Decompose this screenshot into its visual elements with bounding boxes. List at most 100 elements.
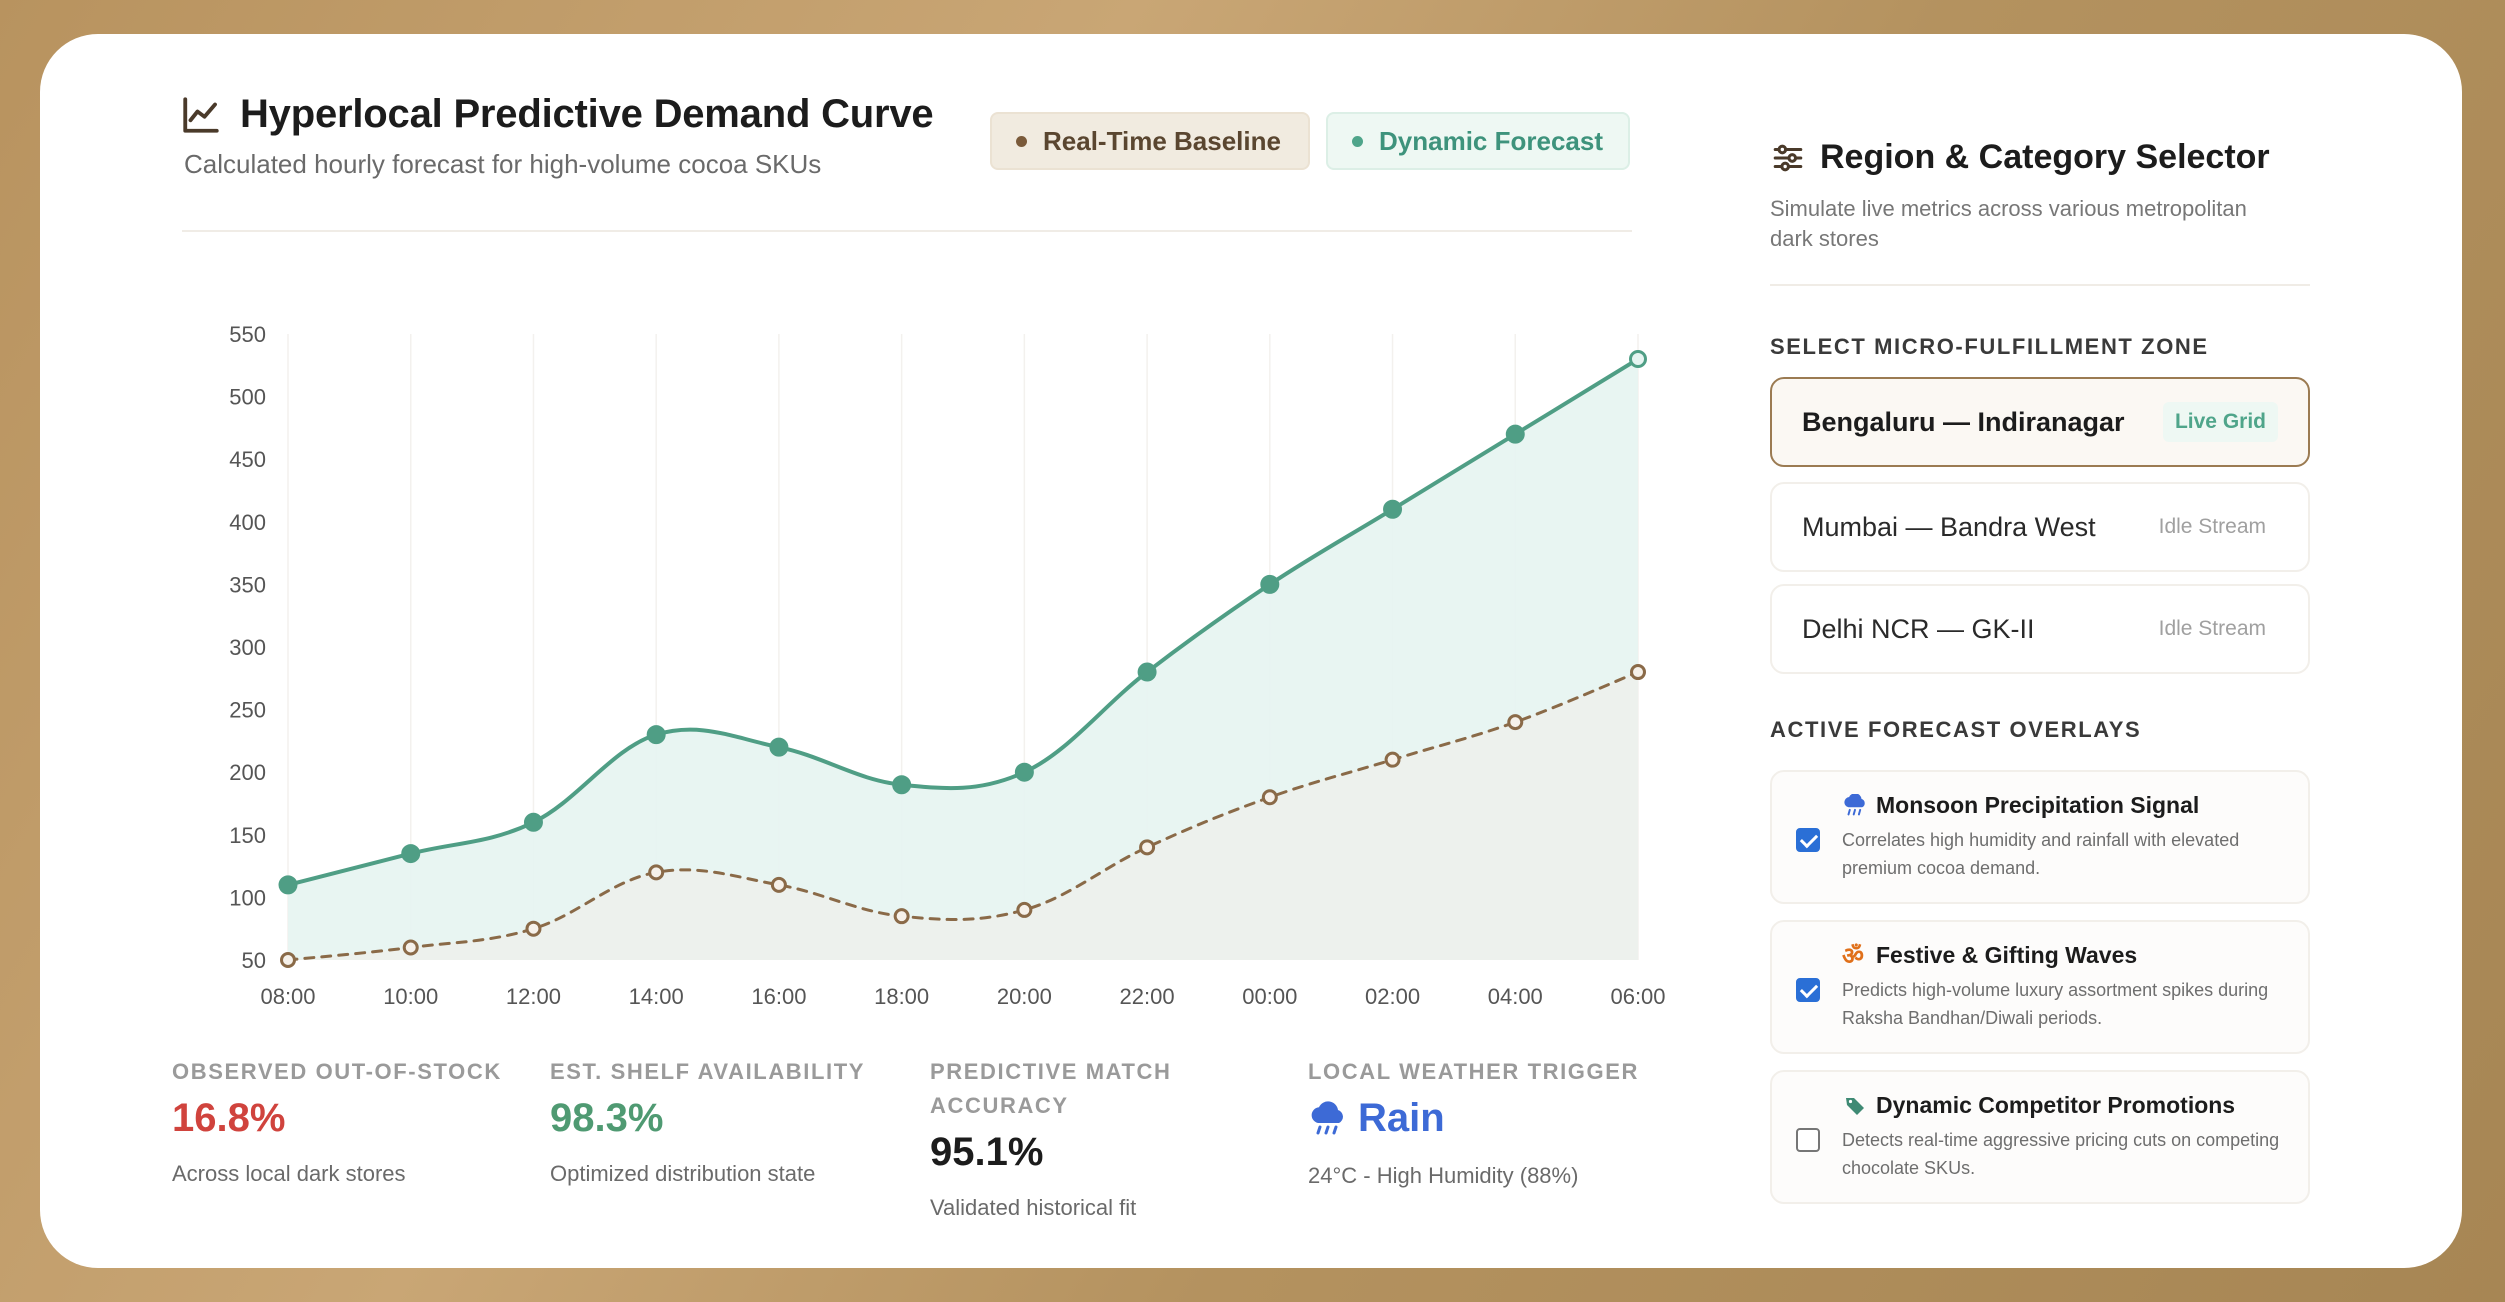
baseline-point (1016, 901, 1033, 918)
baseline-area (288, 672, 1638, 960)
forecast-point (1137, 662, 1157, 682)
baseline-point (893, 908, 910, 925)
x-tick-label: 04:00 (1488, 984, 1543, 1009)
selector-divider (1770, 284, 2310, 286)
overlay-title: Dynamic Competitor Promotions (1876, 1092, 2236, 1118)
demand-chart: 50 100 150 200 250 300 350 400 450 500 550 08:00 10:… (229, 322, 1665, 1009)
header-divider (182, 230, 1632, 232)
forecast-dot-icon (1352, 135, 1363, 147)
forecast-point (1629, 350, 1647, 369)
zone-name: Delhi NCR — GK-II (1802, 613, 2035, 644)
baseline-point (648, 864, 665, 881)
overlay-description: Detects real-time aggressive pricing cut… (1842, 1130, 2280, 1178)
metric-note: 24°C - High Humidity (88%) (1308, 1163, 1579, 1188)
baseline-dot-icon (1016, 135, 1027, 147)
overlay-checkbox[interactable] (1796, 828, 1820, 852)
legend-forecast-toggle[interactable]: Dynamic Forecast (1326, 112, 1630, 170)
y-tick-label: 150 (229, 823, 266, 848)
x-tick-label: 00:00 (1242, 984, 1297, 1009)
chart-subtitle: Calculated hourly forecast for high-volu… (184, 149, 822, 179)
overlay-festive[interactable]: ॐ Festive & Gifting Waves Predicts high-… (1770, 920, 2310, 1054)
y-tick-label: 200 (229, 760, 266, 785)
overlay-description: Correlates high humidity and rainfall wi… (1842, 830, 2240, 878)
overlay-competitor[interactable]: Dynamic Competitor Promotions Detects re… (1770, 1070, 2310, 1204)
chart-header: Hyperlocal Predictive Demand Curve Calcu… (180, 92, 1680, 180)
baseline-point (280, 952, 296, 968)
overlay-title: Festive & Gifting Waves (1876, 942, 2138, 968)
forecast-point (1505, 424, 1525, 444)
forecast-point (1014, 762, 1034, 782)
dashboard-card: Hyperlocal Predictive Demand Curve Calcu… (40, 34, 2462, 1268)
y-tick-label: 450 (229, 447, 266, 472)
zone-option-delhi[interactable]: Delhi NCR — GK-II Idle Stream (1770, 584, 2310, 674)
line-chart-icon (183, 96, 219, 133)
baseline-point (402, 939, 419, 956)
zone-option-bengaluru[interactable]: Bengaluru — Indiranagar Live Grid (1770, 377, 2310, 467)
y-tick-label: 100 (229, 885, 266, 910)
overlay-monsoon[interactable]: Monsoon Precipitation Signal Correlates … (1770, 770, 2310, 904)
x-tick-label: 08:00 (260, 984, 315, 1009)
zone-section-label: SELECT MICRO-FULFILLMENT ZONE (1770, 334, 2209, 359)
x-tick-label: 22:00 (1120, 984, 1175, 1009)
zone-option-mumbai[interactable]: Mumbai — Bandra West Idle Stream (1770, 482, 2310, 572)
y-tick-label: 500 (229, 385, 266, 410)
y-tick-label: 550 (229, 322, 266, 347)
y-tick-label: 300 (229, 635, 266, 660)
baseline-point (1630, 664, 1646, 681)
y-tick-label: 400 (229, 510, 266, 535)
zone-status-badge: Idle Stream (2158, 515, 2266, 538)
baseline-point (525, 920, 542, 937)
x-tick-label: 06:00 (1610, 984, 1665, 1009)
x-tick-label: 12:00 (506, 984, 561, 1009)
overlay-description: Predicts high-volume luxury assortment s… (1842, 980, 2269, 1028)
overlay-checkbox[interactable] (1796, 978, 1820, 1002)
baseline-point (1139, 839, 1156, 856)
metric-note: Validated historical fit (930, 1195, 1137, 1220)
metric-label: OBSERVED OUT-OF-STOCK (172, 1059, 502, 1084)
x-tick-label: 16:00 (751, 984, 806, 1009)
metric-value: 16.8% (172, 1096, 286, 1140)
weather-value: Rain (1358, 1096, 1445, 1140)
x-tick-label: 14:00 (629, 984, 684, 1009)
overlay-checkbox[interactable] (1796, 1128, 1820, 1152)
metric-label: LOCAL WEATHER TRIGGER (1308, 1059, 1639, 1084)
rain-cloud-icon (1311, 1100, 1343, 1134)
metric-label-line2: ACCURACY (930, 1093, 1069, 1118)
forecast-point (1383, 499, 1403, 519)
y-tick-label: 50 (242, 948, 266, 973)
metric-value: 95.1% (930, 1130, 1044, 1174)
selector-header: Region & Category Selector (1770, 138, 2310, 177)
metric-predictive-accuracy: PREDICTIVE MATCH ACCURACY 95.1% Validate… (930, 1054, 1172, 1221)
rain-cloud-icon (1844, 793, 1865, 815)
metric-out-of-stock: OBSERVED OUT-OF-STOCK 16.8% Across local… (172, 1054, 502, 1187)
sliders-icon (1773, 144, 1803, 171)
forecast-point (401, 844, 421, 864)
legend-baseline-toggle[interactable]: Real-Time Baseline (990, 112, 1310, 170)
x-tick-label: 20:00 (997, 984, 1052, 1009)
weather-value-row: Rain (1308, 1096, 1639, 1141)
metric-note: Across local dark stores (172, 1161, 406, 1186)
selector-title: Region & Category Selector (1820, 138, 2270, 176)
zone-status-badge: Live Grid (2162, 402, 2278, 442)
selector-subtitle-line2: dark stores (1770, 226, 1879, 251)
metric-weather-trigger: LOCAL WEATHER TRIGGER Rain 24°C - High H… (1308, 1054, 1639, 1189)
x-tick-label: 02:00 (1365, 984, 1420, 1009)
forecast-point (646, 725, 666, 745)
legend-baseline-label: Real-Time Baseline (1043, 125, 1281, 156)
y-tick-label: 250 (229, 698, 266, 723)
zone-name: Mumbai — Bandra West (1802, 511, 2096, 542)
zone-name: Bengaluru — Indiranagar (1802, 406, 2125, 437)
metric-label: EST. SHELF AVAILABILITY (550, 1059, 866, 1084)
baseline-point (1261, 789, 1278, 806)
price-tag-icon (1846, 1097, 1864, 1115)
metric-value: 98.3% (550, 1096, 664, 1140)
x-tick-label: 10:00 (383, 984, 438, 1009)
baseline-line (286, 670, 1640, 962)
baseline-point (1507, 714, 1524, 731)
forecast-point (523, 812, 543, 832)
selector-subtitle-line1: Simulate live metrics across various met… (1770, 196, 2247, 221)
baseline-point (1384, 751, 1401, 768)
baseline-point (770, 876, 787, 893)
zone-status-badge: Idle Stream (2158, 617, 2266, 640)
overlays-section-label: ACTIVE FORECAST OVERLAYS (1770, 717, 2142, 742)
